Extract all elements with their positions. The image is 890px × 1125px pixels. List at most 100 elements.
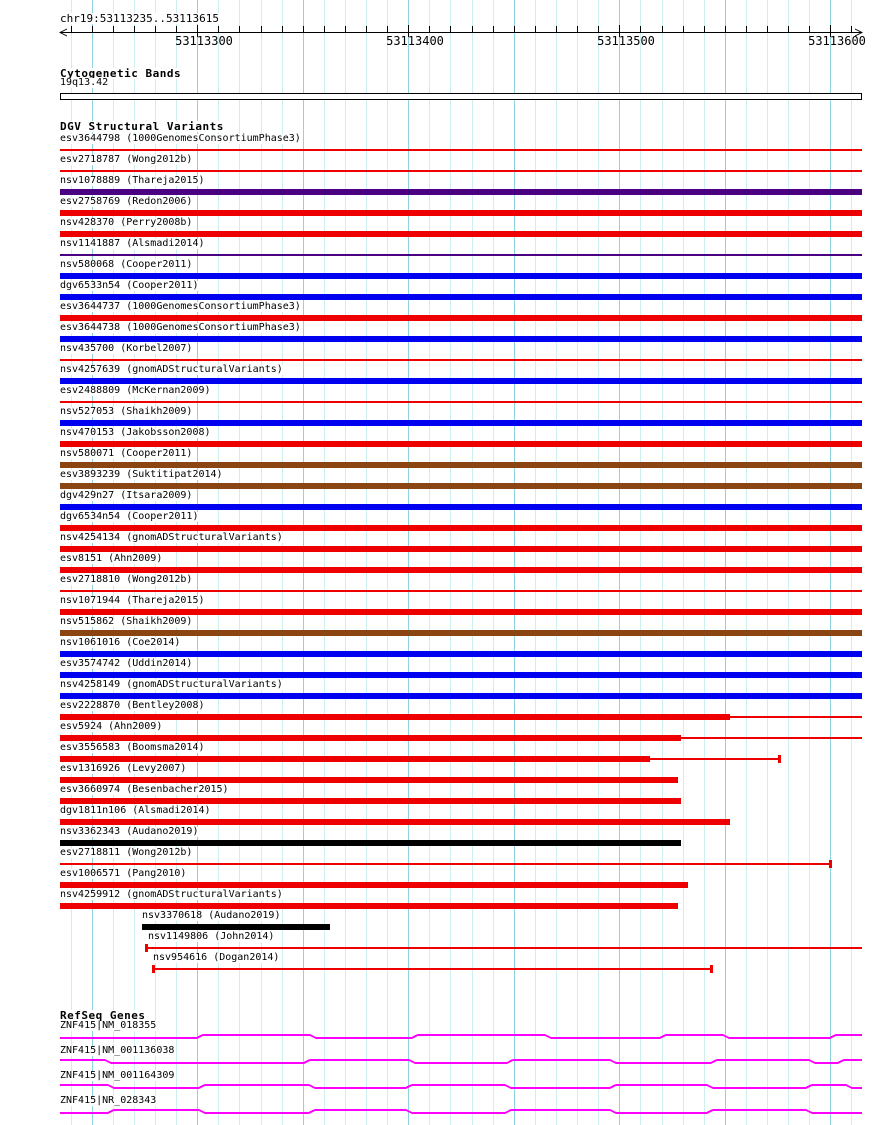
dgv-variant-label[interactable]: esv2488809 (McKernan2009) xyxy=(60,385,211,396)
dgv-variant-bar[interactable] xyxy=(60,777,678,783)
gridline-major xyxy=(830,0,831,1125)
dgv-variant-label[interactable]: esv2718787 (Wong2012b) xyxy=(60,154,193,165)
dgv-variant-bar[interactable] xyxy=(60,294,862,300)
dgv-variant-label[interactable]: esv5924 (Ahn2009) xyxy=(60,721,163,732)
dgv-variant-bar[interactable] xyxy=(60,672,862,678)
dgv-variant-bar[interactable] xyxy=(60,462,862,468)
dgv-variant-bar[interactable] xyxy=(142,924,330,930)
dgv-variant-label[interactable]: esv3644798 (1000GenomesConsortiumPhase3) xyxy=(60,133,301,144)
dgv-variant-bar[interactable] xyxy=(60,798,681,804)
dgv-variant-line[interactable] xyxy=(60,254,862,256)
dgv-variant-label[interactable]: nsv428370 (Perry2008b) xyxy=(60,217,193,228)
dgv-variant-label[interactable]: nsv435700 (Korbel2007) xyxy=(60,343,193,354)
dgv-variant-bar[interactable] xyxy=(60,735,681,741)
dgv-variant-bar[interactable] xyxy=(60,714,730,720)
dgv-variant-label[interactable]: nsv954616 (Dogan2014) xyxy=(153,952,280,963)
dgv-variant-label[interactable]: dgv1811n106 (Alsmadi2014) xyxy=(60,805,211,816)
dgv-variant-bar[interactable] xyxy=(60,420,862,426)
cytoband-glyph[interactable] xyxy=(60,93,862,100)
dgv-variant-bar[interactable] xyxy=(60,315,862,321)
ruler-tick-label: 53113600 xyxy=(808,34,866,48)
dgv-variant-bar[interactable] xyxy=(60,273,862,279)
dgv-variant-label[interactable]: esv2718810 (Wong2012b) xyxy=(60,574,193,585)
refseq-gene-label[interactable]: ZNF415|NM_001164309 xyxy=(60,1070,175,1081)
dgv-variant-label[interactable]: dgv429n27 (Itsara2009) xyxy=(60,490,193,501)
dgv-variant-bar[interactable] xyxy=(60,693,862,699)
dgv-variant-line[interactable] xyxy=(153,968,712,970)
dgv-variant-bar[interactable] xyxy=(60,756,650,762)
dgv-variant-label[interactable]: nsv1078889 (Thareja2015) xyxy=(60,175,205,186)
dgv-variant-line[interactable] xyxy=(60,863,831,865)
dgv-variant-label[interactable]: nsv515862 (Shaikh2009) xyxy=(60,616,193,627)
dgv-variant-label[interactable]: dgv6533n54 (Cooper2011) xyxy=(60,280,199,291)
dgv-variant-label[interactable]: esv2718811 (Wong2012b) xyxy=(60,847,193,858)
dgv-variant-line[interactable] xyxy=(60,149,862,151)
dgv-variant-bar[interactable] xyxy=(60,504,862,510)
dgv-variant-bar[interactable] xyxy=(60,336,862,342)
refseq-gene-line[interactable] xyxy=(0,1106,890,1118)
dgv-variant-label[interactable]: esv3644737 (1000GenomesConsortiumPhase3) xyxy=(60,301,301,312)
dgv-variant-label[interactable]: nsv4259912 (gnomADStructuralVariants) xyxy=(60,889,283,900)
dgv-variant-label[interactable]: esv1316926 (Levy2007) xyxy=(60,763,187,774)
dgv-variant-row: nsv527053 (Shaikh2009) xyxy=(0,407,890,428)
dgv-variant-row: esv2228870 (Bentley2008) xyxy=(0,701,890,722)
dgv-variant-bar[interactable] xyxy=(60,441,862,447)
dgv-variant-row: esv2718810 (Wong2012b) xyxy=(0,575,890,596)
dgv-variant-line[interactable] xyxy=(60,170,862,172)
dgv-variant-label[interactable]: nsv1071944 (Thareja2015) xyxy=(60,595,205,606)
refseq-gene-label[interactable]: ZNF415|NM_018355 xyxy=(60,1020,157,1031)
dgv-variant-bar[interactable] xyxy=(60,210,862,216)
dgv-variant-label[interactable]: dgv6534n54 (Cooper2011) xyxy=(60,511,199,522)
refseq-gene-line[interactable] xyxy=(0,1081,890,1093)
dgv-variant-line[interactable] xyxy=(60,359,862,361)
dgv-variant-thin-extension[interactable] xyxy=(730,716,862,718)
dgv-variant-label[interactable]: esv2228870 (Bentley2008) xyxy=(60,700,205,711)
dgv-variant-bar[interactable] xyxy=(60,525,862,531)
dgv-variant-bar[interactable] xyxy=(60,189,862,195)
gridline-minor xyxy=(788,0,789,1125)
dgv-variant-bar[interactable] xyxy=(60,630,862,636)
dgv-variant-label[interactable]: esv3574742 (Uddin2014) xyxy=(60,658,193,669)
dgv-variant-bar[interactable] xyxy=(60,567,862,573)
dgv-variant-label[interactable]: nsv4254134 (gnomADStructuralVariants) xyxy=(60,532,283,543)
dgv-variant-label[interactable]: esv3644738 (1000GenomesConsortiumPhase3) xyxy=(60,322,301,333)
dgv-variant-bar[interactable] xyxy=(60,840,681,846)
dgv-variant-label[interactable]: nsv580068 (Cooper2011) xyxy=(60,259,193,270)
dgv-variant-line[interactable] xyxy=(146,947,862,949)
dgv-variant-bar[interactable] xyxy=(60,378,862,384)
dgv-variant-label[interactable]: esv1006571 (Pang2010) xyxy=(60,868,187,879)
dgv-variant-bar[interactable] xyxy=(60,483,862,489)
dgv-variant-label[interactable]: esv3893239 (Suktitipat2014) xyxy=(60,469,223,480)
dgv-variant-bar[interactable] xyxy=(60,882,688,888)
dgv-variant-label[interactable]: nsv1061016 (Coe2014) xyxy=(60,637,181,648)
dgv-variant-label[interactable]: esv2758769 (Redon2006) xyxy=(60,196,193,207)
dgv-variant-bar[interactable] xyxy=(60,819,730,825)
dgv-variant-label[interactable]: nsv1149806 (John2014) xyxy=(148,931,275,942)
dgv-variant-label[interactable]: esv3660974 (Besenbacher2015) xyxy=(60,784,229,795)
dgv-variant-label[interactable]: nsv3370618 (Audano2019) xyxy=(142,910,281,921)
dgv-variant-bar[interactable] xyxy=(60,609,862,615)
dgv-variant-bar[interactable] xyxy=(60,903,678,909)
dgv-variant-label[interactable]: nsv527053 (Shaikh2009) xyxy=(60,406,193,417)
dgv-variant-label[interactable]: nsv4258149 (gnomADStructuralVariants) xyxy=(60,679,283,690)
refseq-gene-label[interactable]: ZNF415|NM_001136038 xyxy=(60,1045,175,1056)
dgv-variant-bar[interactable] xyxy=(60,651,862,657)
dgv-variant-bar[interactable] xyxy=(60,546,862,552)
dgv-variant-thin-extension[interactable] xyxy=(650,758,780,760)
dgv-variant-label[interactable]: nsv470153 (Jakobsson2008) xyxy=(60,427,211,438)
dgv-variant-thin-extension[interactable] xyxy=(681,737,862,739)
dgv-variant-label[interactable]: esv8151 (Ahn2009) xyxy=(60,553,163,564)
refseq-gene-label[interactable]: ZNF415|NR_028343 xyxy=(60,1095,157,1106)
refseq-gene-line[interactable] xyxy=(0,1056,890,1068)
refseq-gene-line[interactable] xyxy=(0,1031,890,1043)
dgv-variant-line[interactable] xyxy=(60,401,862,403)
dgv-variant-label[interactable]: nsv1141887 (Alsmadi2014) xyxy=(60,238,205,249)
dgv-variant-row: nsv1149806 (John2014) xyxy=(0,932,890,953)
dgv-variant-bar[interactable] xyxy=(60,231,862,237)
dgv-variant-line[interactable] xyxy=(60,590,862,592)
ruler[interactable] xyxy=(0,0,890,50)
dgv-variant-label[interactable]: esv3556583 (Boomsma2014) xyxy=(60,742,205,753)
dgv-variant-label[interactable]: nsv4257639 (gnomADStructuralVariants) xyxy=(60,364,283,375)
dgv-variant-label[interactable]: nsv580071 (Cooper2011) xyxy=(60,448,193,459)
dgv-variant-label[interactable]: nsv3362343 (Audano2019) xyxy=(60,826,199,837)
